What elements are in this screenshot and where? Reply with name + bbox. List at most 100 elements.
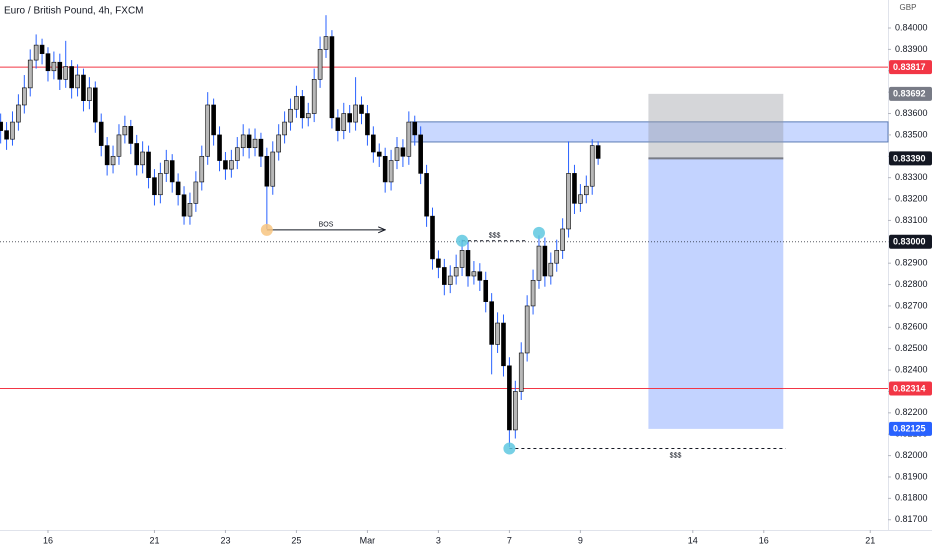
price-tag	[889, 86, 932, 101]
candle-body	[483, 279, 489, 302]
candle-body	[453, 267, 459, 277]
candle-body	[187, 203, 193, 217]
candle-body	[98, 121, 104, 146]
y-tick-label: 0.83300	[895, 172, 928, 182]
price-tag-label: 0.82314	[893, 383, 926, 393]
candle-body	[447, 275, 453, 285]
price-tag-label: 0.83390	[893, 153, 926, 163]
candle-body	[459, 250, 465, 268]
candle-body	[282, 121, 287, 136]
candle-body	[146, 151, 151, 178]
candle-body	[175, 181, 181, 196]
x-tick-label: 16	[759, 535, 769, 545]
x-tick-label: 21	[865, 535, 875, 545]
candle-body	[116, 134, 122, 157]
candle-body	[323, 36, 329, 50]
candle-body	[93, 87, 98, 123]
candle-body	[584, 185, 589, 196]
y-tick-label: 0.81700	[895, 514, 928, 524]
y-tick-label: 0.81800	[895, 493, 928, 503]
candle-body	[542, 245, 548, 277]
candle-body	[394, 147, 400, 161]
chart-title: Euro / British Pound, 4h, FXCM	[4, 6, 144, 17]
y-tick-label: 0.82500	[895, 343, 928, 353]
candle-body	[424, 173, 429, 217]
candle-body	[181, 194, 187, 217]
candle-body	[45, 53, 51, 72]
candle-body	[288, 108, 293, 123]
candle-body	[560, 228, 565, 251]
candle-body	[524, 305, 530, 354]
candle-body	[205, 104, 210, 157]
candle-body	[10, 121, 15, 140]
candle-body	[359, 104, 364, 114]
candle-body	[140, 151, 145, 166]
x-tick-label: 21	[149, 535, 159, 545]
candle-body	[27, 59, 33, 89]
candle-body	[382, 155, 388, 183]
candle-body	[69, 66, 74, 89]
y-tick-label: 0.82000	[895, 450, 928, 460]
candle-body	[258, 138, 264, 157]
candle-body	[418, 134, 423, 174]
candle-body	[75, 74, 80, 89]
price-tag	[889, 234, 932, 249]
candle-body	[63, 66, 69, 80]
candle-body	[347, 113, 352, 123]
price-tag	[889, 421, 932, 436]
candle-body	[16, 104, 21, 123]
price-tag	[889, 60, 932, 75]
swing-point	[532, 226, 545, 239]
candle-body	[246, 134, 252, 149]
candle-body	[193, 181, 199, 204]
candle-body	[513, 391, 518, 431]
candle-body	[234, 147, 240, 161]
price-tag-label: 0.82125	[893, 424, 926, 434]
candle-body	[128, 126, 134, 144]
candle-body	[317, 49, 323, 80]
candle-body	[572, 173, 577, 204]
price-tag	[889, 381, 932, 396]
candle-body	[264, 155, 270, 187]
candle-body	[578, 194, 583, 204]
candle-body	[530, 279, 536, 307]
candle-body	[229, 160, 234, 170]
candle-body	[300, 96, 305, 119]
candle-body	[0, 121, 3, 131]
y-tick-label: 0.82700	[895, 300, 928, 310]
candle-body	[353, 104, 358, 123]
y-tick-label: 0.81900	[895, 471, 928, 481]
candle-body	[501, 322, 506, 367]
candle-body	[371, 134, 376, 153]
candle-body	[400, 147, 406, 157]
x-tick-label: 3	[436, 535, 441, 545]
candle-body	[477, 271, 483, 281]
x-tick-label: 7	[507, 535, 512, 545]
candle-body	[252, 138, 258, 149]
target-box	[648, 158, 784, 429]
candle-body	[388, 160, 394, 183]
candle-body	[199, 155, 205, 183]
x-tick-label: 25	[291, 535, 301, 545]
swing-point	[260, 223, 273, 236]
candle-body	[294, 96, 299, 110]
candle-body	[240, 134, 246, 149]
candle-body	[163, 160, 169, 174]
candle-body	[134, 143, 140, 166]
swing-point	[503, 442, 516, 455]
y-tick-label: 0.82800	[895, 279, 928, 289]
candle-body	[223, 160, 228, 170]
y-tick-label: 0.83600	[895, 108, 928, 118]
candle-body	[471, 271, 477, 277]
price-tag-label: 0.83817	[893, 62, 926, 72]
candle-body	[87, 87, 92, 101]
candle-body	[507, 365, 512, 431]
candle-body	[465, 250, 471, 277]
currency-label: GBP	[900, 3, 917, 12]
candle-body	[589, 145, 595, 187]
candle-body	[276, 134, 281, 153]
x-tick-label: 9	[578, 535, 583, 545]
candle-body	[81, 74, 86, 101]
y-tick-label: 0.83200	[895, 193, 928, 203]
